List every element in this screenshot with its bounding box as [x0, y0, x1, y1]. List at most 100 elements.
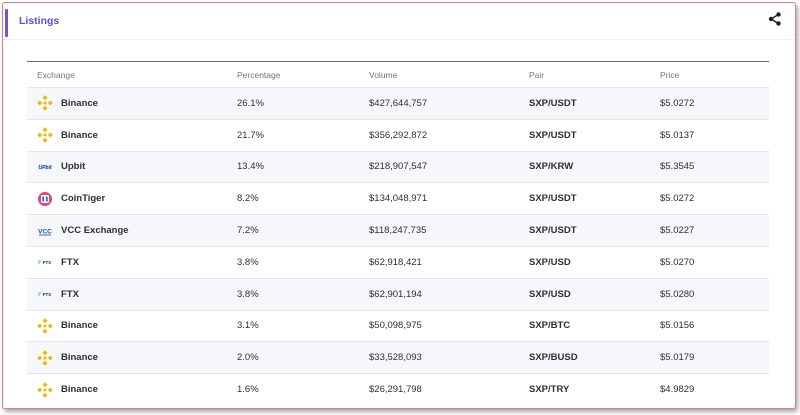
- table-row[interactable]: Binance 2.0% $33,528,093 SXP/BUSD $5.0179: [27, 341, 769, 374]
- percentage-cell: 3.1%: [237, 320, 259, 332]
- table-body: Binance 26.1% $427,644,757 SXP/USDT $5.0272 B…: [27, 87, 769, 406]
- exchange-name-link[interactable]: FTX: [61, 256, 79, 268]
- price-cell: $5.0272: [660, 97, 695, 109]
- exchange-cell-content: VCC VCC Exchange: [37, 223, 237, 239]
- column-header-exchange[interactable]: Exchange: [37, 69, 75, 80]
- exchange-cell: Binance: [27, 342, 237, 374]
- header-accent-bar: [5, 9, 8, 37]
- column-header-pair[interactable]: Pair: [529, 69, 545, 80]
- exchange-name-link[interactable]: Binance: [61, 320, 98, 332]
- table-row[interactable]: CoinTiger 8.2% $134,048,971 SXP/USDT $5.0272: [27, 182, 769, 215]
- exchange-name-link[interactable]: Binance: [61, 97, 98, 109]
- exchange-cell-content: CoinTiger: [37, 191, 237, 207]
- binance-logo-icon: [37, 349, 53, 366]
- table-row[interactable]: FTX FTX 3.8% $62,901,194 SXP/USD $5.0280: [27, 278, 769, 311]
- svg-text:UPbit: UPbit: [38, 165, 51, 171]
- cointiger-logo-icon: [37, 191, 53, 207]
- svg-text:FTX: FTX: [43, 260, 52, 265]
- exchange-cell: VCC VCC Exchange: [27, 215, 237, 247]
- percentage-cell: 8.2%: [237, 193, 259, 205]
- pair-cell: SXP/USDT: [529, 97, 577, 109]
- exchange-cell: CoinTiger: [27, 183, 237, 215]
- exchange-cell-content: FTX FTX: [37, 286, 237, 302]
- exchange-cell: Binance: [27, 374, 237, 406]
- volume-cell: $118,247,735: [369, 225, 427, 237]
- exchange-name-link[interactable]: Binance: [61, 352, 98, 364]
- percentage-cell: 26.1%: [237, 97, 264, 109]
- binance-logo-icon: [37, 381, 53, 398]
- listings-card: Listings Exchange Percen: [2, 2, 796, 409]
- exchange-cell-content: Binance: [37, 381, 237, 398]
- pair-cell: SXP/USDT: [529, 225, 577, 237]
- table-row[interactable]: Binance 1.6% $26,291,798 SXP/TRY $4.9829: [27, 373, 769, 406]
- percentage-cell: 1.6%: [237, 384, 259, 396]
- volume-cell: $134,048,971: [369, 193, 428, 205]
- exchange-name-link[interactable]: Upbit: [61, 161, 86, 173]
- percentage-cell: 7.2%: [237, 225, 259, 237]
- binance-logo-icon: [37, 127, 53, 144]
- listings-table-wrapper: Exchange Percentage Volume Pair Price Bi…: [27, 61, 769, 405]
- exchange-name-link[interactable]: VCC Exchange: [61, 225, 129, 237]
- price-cell: $5.0280: [660, 288, 695, 300]
- pair-cell: SXP/BTC: [529, 320, 571, 332]
- exchange-cell-content: Binance: [37, 318, 237, 334]
- volume-cell: $50,098,975: [369, 320, 422, 332]
- percentage-cell: 21.7%: [237, 129, 264, 141]
- volume-cell: $356,292,872: [369, 129, 428, 141]
- table-row[interactable]: Binance 26.1% $427,644,757 SXP/USDT $5.0272: [27, 87, 769, 120]
- exchange-name-link[interactable]: FTX: [61, 288, 79, 300]
- volume-cell: $62,918,421: [369, 256, 422, 268]
- pair-cell: SXP/USDT: [529, 193, 577, 205]
- table-header-row: Exchange Percentage Volume Pair Price: [27, 61, 769, 88]
- svg-text:VCC: VCC: [38, 228, 52, 235]
- vcc-logo-icon: VCC: [37, 223, 53, 239]
- percentage-cell: 2.0%: [237, 352, 259, 364]
- percentage-cell: 3.8%: [237, 288, 259, 300]
- exchange-cell-content: FTX FTX: [37, 254, 237, 270]
- exchange-name-link[interactable]: Binance: [61, 129, 98, 141]
- column-header-volume[interactable]: Volume: [369, 69, 398, 80]
- exchange-name-link[interactable]: CoinTiger: [61, 193, 106, 205]
- pair-cell: SXP/KRW: [529, 161, 574, 173]
- exchange-name-link[interactable]: Binance: [61, 384, 98, 396]
- ftx-logo-icon: FTX: [37, 254, 53, 270]
- table-row[interactable]: FTX FTX 3.8% $62,918,421 SXP/USD $5.0270: [27, 246, 769, 278]
- pair-cell: SXP/BUSD: [529, 352, 578, 364]
- price-cell: $5.0137: [660, 129, 695, 141]
- share-icon[interactable]: [767, 11, 783, 27]
- exchange-cell: Binance: [27, 119, 237, 151]
- table-row[interactable]: Binance 3.1% $50,098,975 SXP/BTC $5.0156: [27, 310, 769, 342]
- pair-cell: SXP/USD: [529, 256, 571, 268]
- price-cell: $5.0272: [660, 193, 695, 205]
- exchange-cell: Binance: [27, 310, 237, 342]
- binance-logo-icon: [37, 318, 53, 334]
- table-row[interactable]: Binance 21.7% $356,292,872 SXP/USDT $5.0137: [27, 119, 769, 151]
- price-cell: $5.0270: [660, 256, 695, 268]
- table-row[interactable]: UPbit Upbit 13.4% $218,907,547 SXP/KRW $5.354…: [27, 151, 769, 183]
- binance-logo-icon: [37, 95, 53, 112]
- volume-cell: $427,644,757: [369, 97, 428, 109]
- card-title: Listings: [19, 15, 60, 27]
- upbit-logo-icon: UPbit: [37, 159, 53, 175]
- exchange-cell: Binance: [27, 88, 237, 120]
- exchange-cell: UPbit Upbit: [27, 151, 237, 183]
- exchange-cell-content: Binance: [37, 95, 237, 112]
- price-cell: $5.0227: [660, 225, 695, 237]
- table-row[interactable]: VCC VCC Exchange 7.2% $118,247,735 SXP/USDT $…: [27, 214, 769, 247]
- svg-text:FTX: FTX: [43, 292, 52, 297]
- price-cell: $5.3545: [660, 161, 695, 173]
- percentage-cell: 13.4%: [237, 161, 264, 173]
- pair-cell: SXP/USDT: [529, 129, 577, 141]
- pair-cell: SXP/USD: [529, 288, 571, 300]
- listings-table: Exchange Percentage Volume Pair Price Bi…: [27, 61, 769, 405]
- card-header: Listings: [3, 3, 795, 40]
- volume-cell: $62,901,194: [369, 288, 422, 300]
- ftx-logo-icon: FTX: [37, 286, 53, 302]
- exchange-cell-content: UPbit Upbit: [37, 159, 237, 175]
- volume-cell: $26,291,798: [369, 384, 422, 396]
- column-header-percentage[interactable]: Percentage: [237, 69, 281, 80]
- percentage-cell: 3.8%: [237, 256, 259, 268]
- column-header-price[interactable]: Price: [660, 69, 680, 80]
- price-cell: $5.0179: [660, 352, 695, 364]
- exchange-cell: FTX FTX: [27, 278, 237, 310]
